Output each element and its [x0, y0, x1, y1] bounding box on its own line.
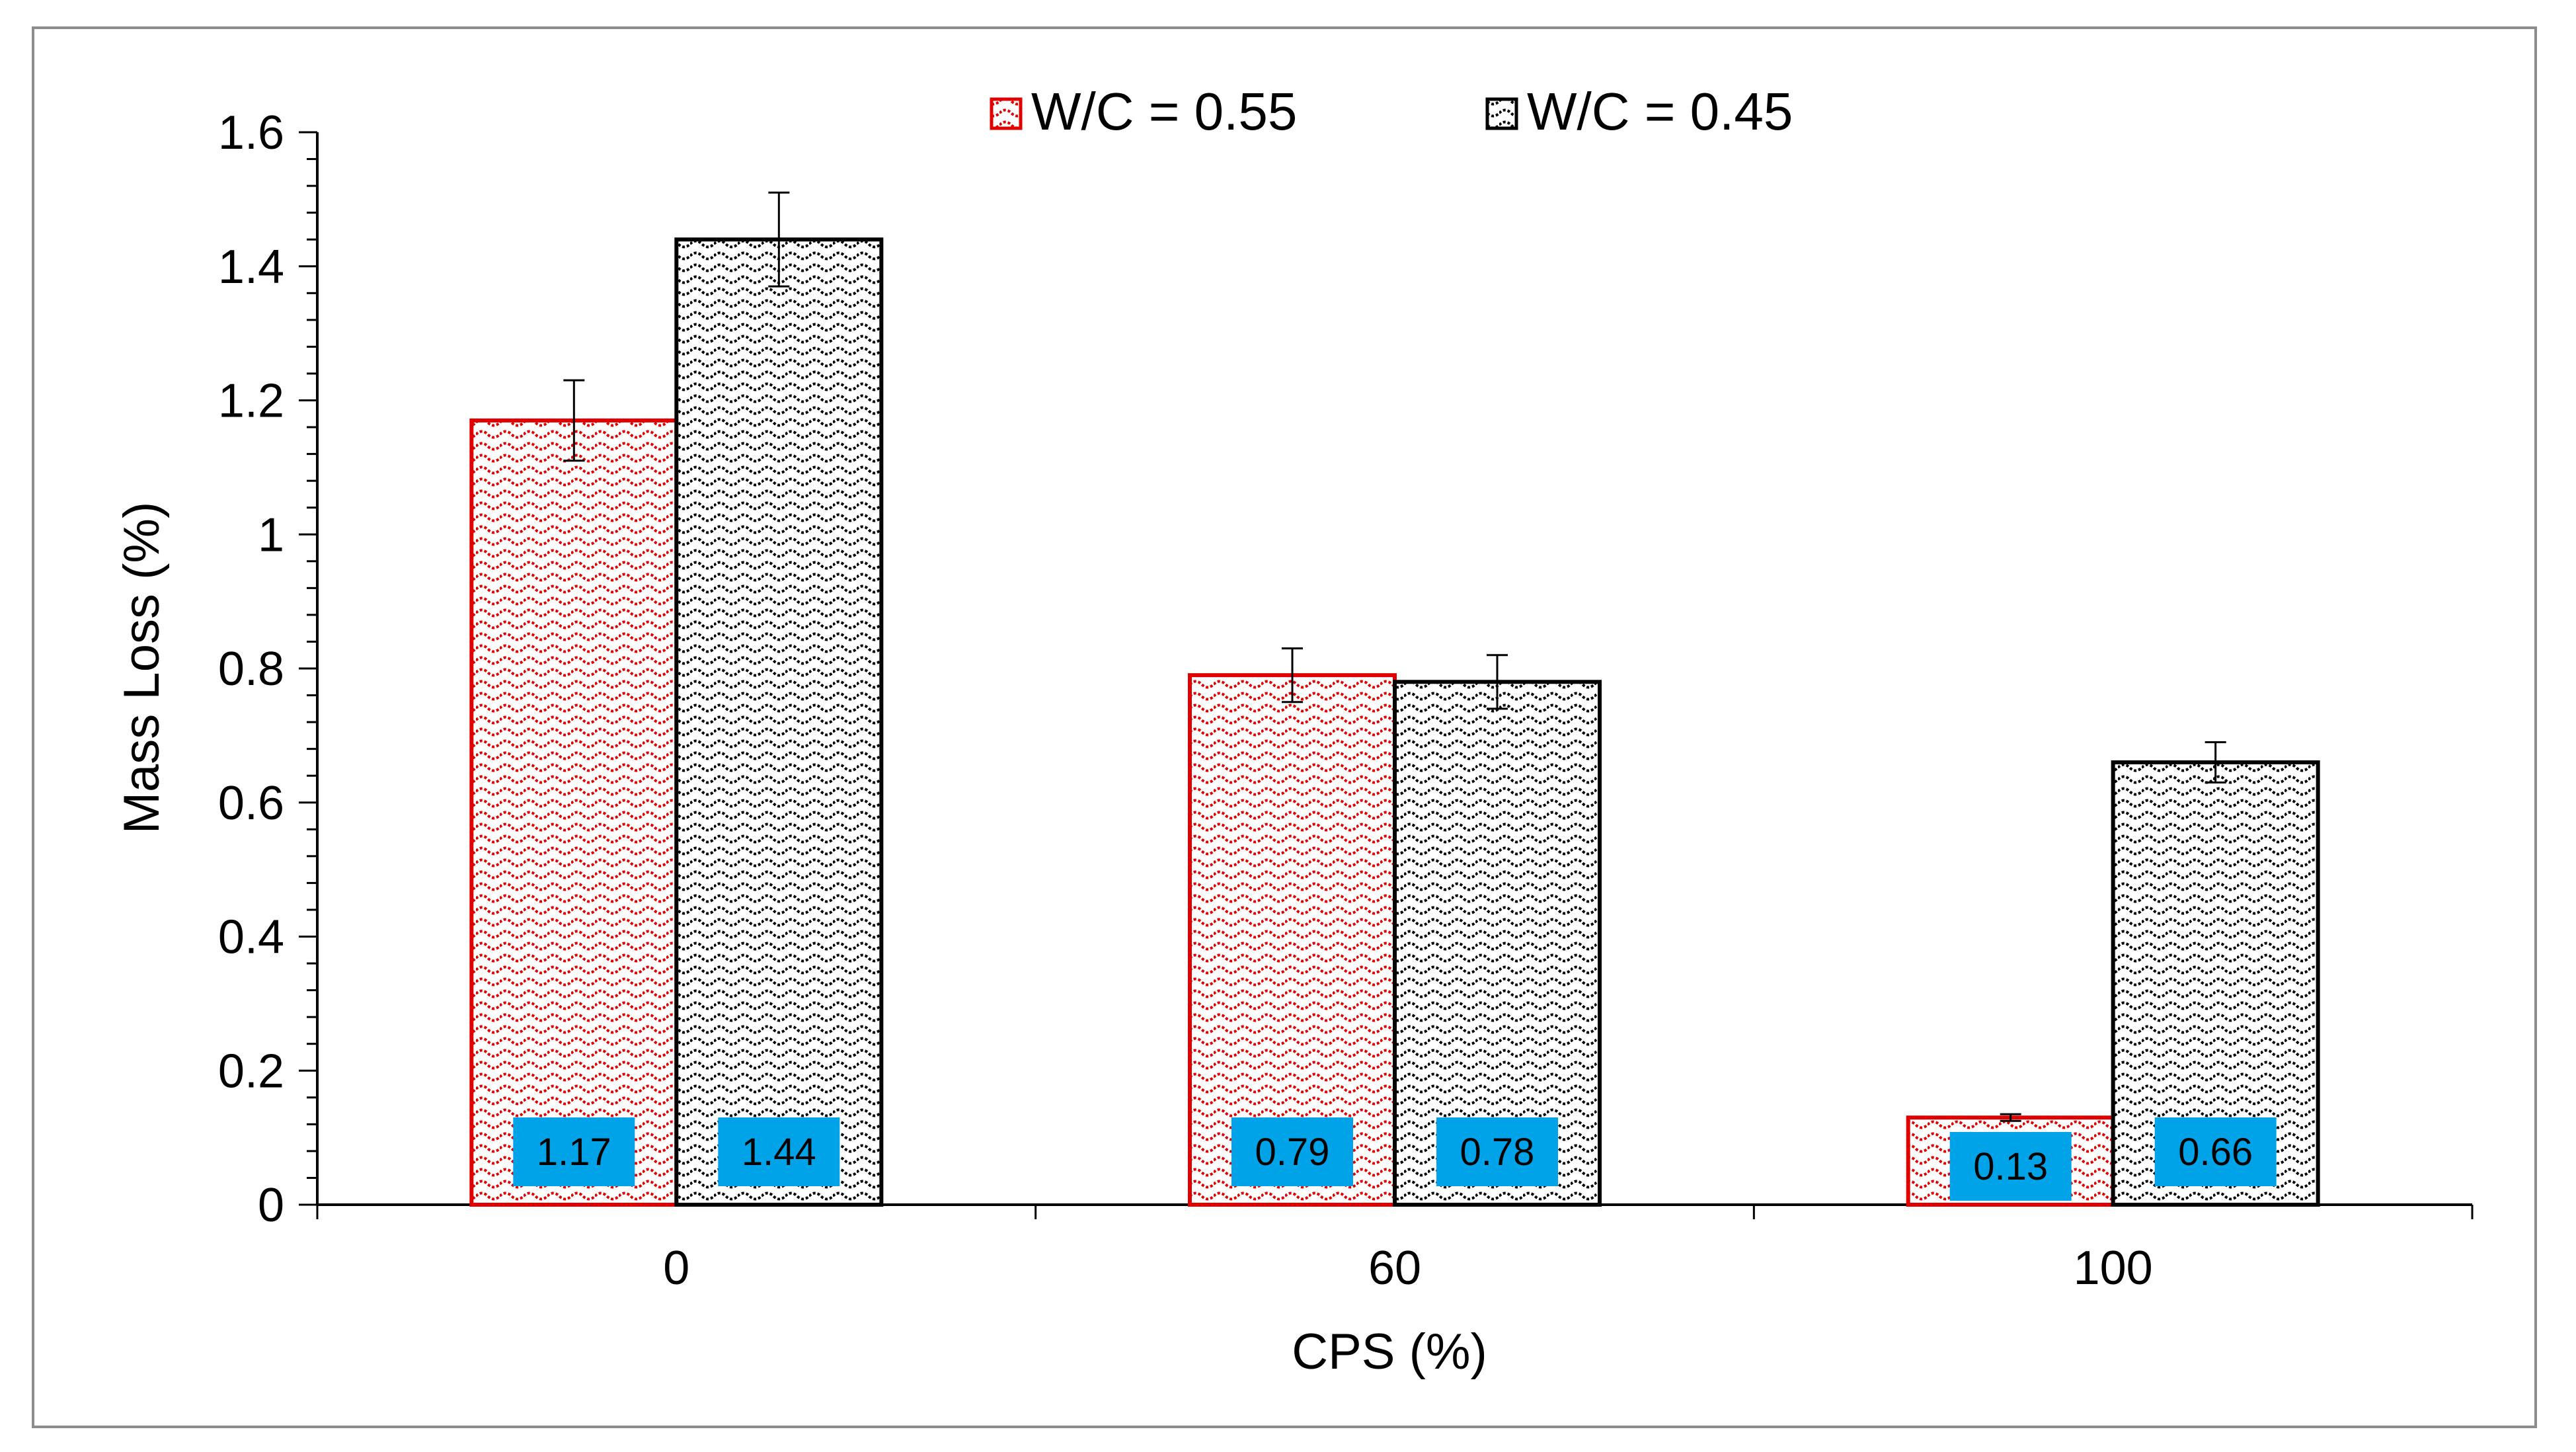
data-label: 1.17: [537, 1131, 611, 1174]
data-label: 0.66: [2178, 1131, 2253, 1174]
y-axis-title: Mass Loss (%): [114, 502, 170, 834]
y-tick-label: 1.6: [218, 106, 284, 159]
data-label: 0.78: [1460, 1131, 1535, 1174]
chart-frame: [32, 26, 2537, 1428]
data-label-box: [718, 1117, 840, 1186]
legend-swatch-1: [1485, 97, 1518, 130]
y-tick-label: 0: [258, 1179, 284, 1232]
x-axis-title: CPS (%): [1292, 1324, 1487, 1380]
data-label: 0.13: [1973, 1145, 2048, 1188]
data-label-box: [513, 1117, 635, 1186]
data-label-box: [1231, 1117, 1353, 1186]
x-tick-label: 100: [2074, 1242, 2153, 1295]
data-label-box: [2154, 1117, 2277, 1186]
y-tick-label: 1.2: [218, 375, 284, 428]
y-tick-label: 0.6: [218, 777, 284, 830]
legend: W/C = 0.55 W/C = 0.45: [990, 82, 1793, 141]
x-axis: 0 60 100: [316, 1203, 2474, 1295]
bar: [469, 418, 679, 1207]
error-bars: [563, 191, 2226, 1122]
data-label-box: [1949, 1132, 2072, 1201]
y-tick-label: 1: [258, 508, 284, 561]
data-label: 1.44: [742, 1131, 816, 1174]
y-tick-label: 1.4: [218, 241, 284, 294]
bars: [469, 237, 2320, 1207]
y-tick-label: 0.2: [218, 1045, 284, 1098]
data-label-box: [1436, 1117, 1558, 1186]
x-tick-label: 60: [1368, 1242, 1421, 1295]
y-tick-label: 0.8: [218, 643, 284, 696]
legend-label-1: W/C = 0.45: [1527, 82, 1793, 141]
x-tick-label: 0: [663, 1242, 689, 1295]
legend-swatch-0: [990, 97, 1023, 130]
bar: [1188, 673, 1397, 1207]
data-labels: 1.17 1.44 0.79 0.78 0.13 0.66: [513, 1117, 2277, 1201]
data-label: 0.79: [1255, 1131, 1330, 1174]
y-axis: 0 0.2 0.4 0.6 0.8 1 1.2 1.4 1.6: [218, 106, 319, 1232]
bar: [674, 237, 884, 1207]
legend-label-0: W/C = 0.55: [1031, 82, 1297, 141]
y-tick-label: 0.4: [218, 911, 284, 964]
